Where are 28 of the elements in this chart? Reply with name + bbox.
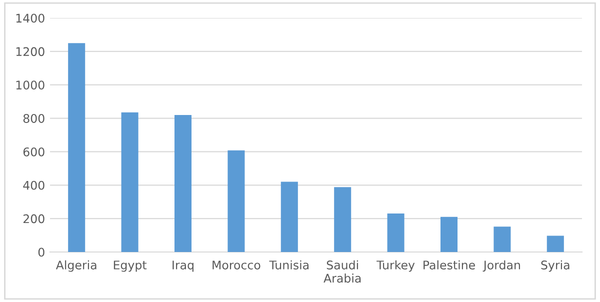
x-tick-label: Iraq <box>172 260 194 272</box>
bar <box>280 182 298 252</box>
y-tick-label: 400 <box>23 180 44 190</box>
x-tick-label: Tunisia <box>269 260 308 270</box>
x-tick-label: Egypt <box>114 260 147 272</box>
bar <box>334 187 352 252</box>
bar <box>174 114 192 252</box>
bar <box>121 112 138 252</box>
bar <box>546 236 564 252</box>
x-tick-label: Saudi Arabia <box>324 260 361 283</box>
bar <box>228 150 245 252</box>
y-tick-label: 1000 <box>16 80 44 90</box>
y-tick-label: 600 <box>23 147 44 156</box>
bar <box>494 226 511 252</box>
y-tick-label: 800 <box>23 114 44 123</box>
x-tick-label: Palestine <box>424 260 475 270</box>
y-tick-label: 200 <box>23 214 44 224</box>
y-tick-label: 0 <box>38 248 44 257</box>
x-tick-label: Syria <box>541 260 570 272</box>
x-tick-label: Morocco <box>212 260 260 270</box>
x-tick-label: Turkey <box>376 260 415 272</box>
y-tick-label: 1200 <box>16 47 44 56</box>
bar <box>387 214 404 252</box>
bar <box>68 43 86 252</box>
x-tick-label: Algeria <box>56 260 96 272</box>
y-tick-label: 1400 <box>16 14 44 23</box>
bar <box>440 216 458 252</box>
x-tick-label: Jordan <box>482 260 520 272</box>
